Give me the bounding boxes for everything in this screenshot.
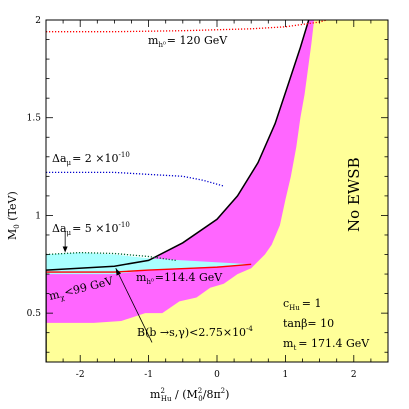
bsg-arrow: [115, 268, 153, 343]
annotation-chu: cHu = 1: [283, 297, 322, 312]
bsg-arrowhead: [115, 268, 122, 276]
gmuon-band-region: [46, 252, 252, 275]
y-tick-label: 1.5: [27, 114, 42, 124]
series-da2-contour: [46, 171, 224, 187]
x-tick-label: -2: [76, 370, 85, 380]
excluded-region: [46, 20, 315, 362]
x-tick-label: 1: [283, 370, 289, 380]
annotation-bsg: B(b →s,γ)<2.75×10-4: [137, 325, 253, 339]
annotation-mh114: mh⁰=114.4 GeV: [136, 271, 223, 286]
x-tick-label: 2: [351, 370, 357, 380]
annotation-no-ewsb: No EWSB: [345, 157, 363, 232]
y-axis-title: M0 (TeV): [6, 191, 21, 240]
annotation-mh120: mh⁰= 120 GeV: [148, 34, 228, 49]
da5-arrowhead: [62, 246, 68, 253]
annotation-da2: Δaμ= 2 ×10-10: [52, 151, 130, 167]
annotation-tanb: tanβ= 10: [283, 317, 334, 330]
y-tick-label: 1: [35, 211, 41, 221]
x-axis-title: m2 Hu / (M2 0/8π2): [150, 387, 229, 403]
axis-tick-labels: -2 -1 0 1 2 0.5 1 1.5 2: [27, 16, 357, 380]
plot-area: -2 -1 0 1 2 0.5 1 1.5 2: [27, 16, 389, 380]
series-da5-contour: [46, 251, 177, 262]
annotation-da5: Δaμ= 5 ×10-10: [52, 221, 130, 237]
x-tick-label: 0: [214, 370, 220, 380]
x-tick-label: -1: [144, 370, 153, 380]
y-tick-label: 0.5: [27, 309, 42, 319]
annotation-mt: mt = 171.4 GeV: [283, 337, 370, 352]
y-tick-label: 2: [35, 16, 41, 26]
series-mh114-contour: [46, 263, 252, 273]
axis-ticks: [45, 19, 389, 362]
ewsb-boundary-line: [46, 20, 310, 362]
